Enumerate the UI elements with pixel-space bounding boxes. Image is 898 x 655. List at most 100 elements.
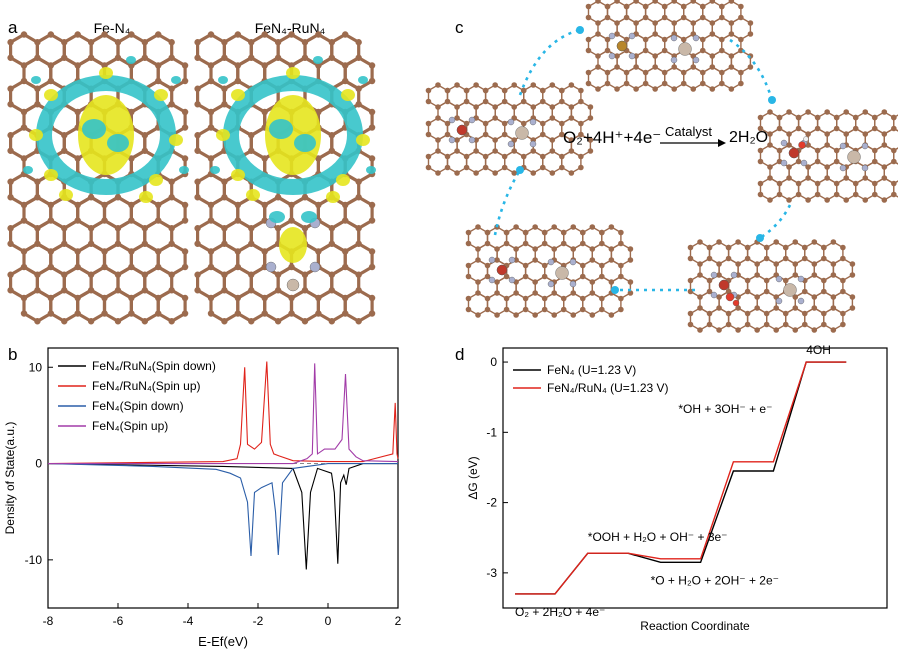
x-axis-label: Reaction Coordinate [640,619,750,633]
y-axis-label: ΔG (eV) [466,456,480,499]
carbon-atom [604,47,611,54]
carbon-atom [34,225,41,232]
charge-accumulation-lobe [231,169,245,181]
carbon-atom [570,290,577,296]
carbon-atom [747,20,754,26]
carbon-atom [754,272,760,278]
carbon-atom [589,224,596,230]
carbon-atom [642,47,649,54]
carbon-atom [680,69,687,76]
carbon-atom [608,246,615,252]
carbon-atom [767,109,773,115]
carbon-atom [7,101,14,108]
carbon-atom [811,239,818,245]
carbon-atom [141,147,149,154]
carbon-atom [444,131,451,138]
carbon-atom [633,64,639,70]
charge-depletion-lobe [179,166,189,174]
carbon-atom [719,14,725,21]
carbon-atom [776,125,783,132]
iron-atom [616,40,628,52]
carbon-atom [757,114,764,121]
carbon-atom [342,217,349,224]
carbon-atom [454,148,460,154]
carbon-atom [221,54,228,61]
carbon-atom [355,318,362,325]
carbon-atom [513,312,519,318]
carbon-atom [181,124,189,131]
carbon-atom [652,0,658,4]
carbon-atom [614,0,620,4]
carbon-atom [585,80,592,87]
carbon-atom [221,287,228,294]
carbon-atom [114,287,122,294]
carbon-atom [181,77,189,85]
carbon-atom [20,263,28,271]
carbon-atom [773,305,780,311]
carbon-atom [20,124,28,131]
carbon-atom [608,312,615,318]
carbon-atom [155,31,162,38]
carbon-atom [128,31,135,38]
carbon-atom [716,239,722,245]
carbon-atom [435,115,441,121]
carbon-atom [454,104,460,110]
carbon-atom [484,262,491,269]
carbon-atom [328,318,336,325]
carbon-atom [840,255,846,262]
cycle-arrow-bottom-right-to-bottom-left-head [611,286,619,294]
carbon-atom [579,306,586,313]
carbon-atom [315,155,322,162]
carbon-atom [494,246,500,252]
carbon-atom [578,131,584,138]
catalyst-structure-left [425,82,594,176]
carbon-atom [194,85,201,92]
carbon-atom [614,31,620,37]
carbon-atom [541,306,548,313]
carbon-atom [690,20,697,26]
carbon-atom [891,114,897,121]
carbon-atom [435,148,441,154]
carbon-atom [274,318,282,325]
carbon-atom [155,217,162,224]
ruthenium-atom [555,266,569,280]
carbon-atom [484,229,491,236]
carbon-atom [697,294,703,300]
carbon-atom [274,271,282,278]
carbon-atom [881,164,888,170]
carbon-atom [87,287,95,294]
carbon-atom [786,164,792,170]
carbon-atom [763,277,770,284]
carbon-atom [301,54,309,61]
nitrogen-atom [508,256,516,264]
carbon-atom [687,255,694,262]
carbon-atom [614,20,620,26]
carbon-atom [482,87,489,94]
nitrogen-atom [861,142,869,150]
carbon-atom [821,244,827,251]
y-tick-label: 0 [490,355,497,369]
carbon-atom [355,85,362,92]
carbon-atom [633,0,639,4]
catalyst-structure-oh [465,224,634,318]
carbon-atom [587,137,594,143]
carbon-atom [530,170,537,176]
carbon-atom [763,310,770,317]
carbon-atom [301,39,309,46]
carbon-atom [570,224,577,230]
carbon-atom [61,54,68,61]
carbon-atom [578,87,584,94]
carbon-atom [618,306,624,313]
carbon-atom [47,201,55,209]
step-label: 4OH⁻ [806,343,837,357]
carbon-atom [181,62,189,69]
carbon-atom [342,62,349,69]
nitrogen-atom [861,164,869,172]
ruthenium-atom [515,126,529,140]
carbon-atom [520,153,527,160]
carbon-atom [61,147,68,154]
charge-accumulation-lobe [231,89,245,101]
carbon-atom [849,294,856,300]
nitrogen-atom [508,276,516,284]
y-tick-label: -10 [25,553,43,567]
